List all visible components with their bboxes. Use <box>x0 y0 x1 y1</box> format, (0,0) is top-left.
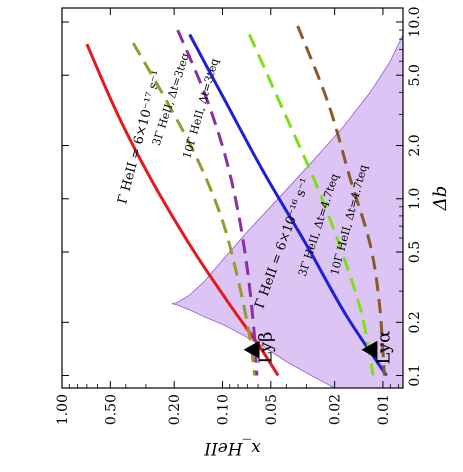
series-blue-solid <box>188 33 388 377</box>
x-axis-label: x_HeII <box>204 438 261 458</box>
x-tick-label: 0.01 <box>376 394 392 425</box>
y-tick-label: 1.0 <box>407 188 423 210</box>
series-olive-dashed <box>131 42 257 376</box>
y-tick-label: 0.2 <box>407 311 423 333</box>
y-tick-label: 2.0 <box>407 134 423 156</box>
x-tick-label: 0.05 <box>264 394 280 425</box>
x-tick-label: 0.20 <box>167 394 183 425</box>
plot-frame <box>61 7 404 389</box>
series-brown-dashed <box>296 25 386 376</box>
x-tick-label: 0.10 <box>216 394 232 425</box>
marker-arrow-1 <box>361 340 378 359</box>
y-tick-label: 5.0 <box>407 64 423 86</box>
y-tick-label: 10.0 <box>407 6 423 37</box>
axes-layer: 1.00 0.50 0.20 0.10 0.05 0.02 0.01 0.1 0.2 0.5 1.0… <box>55 6 451 458</box>
y-tick-label: 0.5 <box>407 241 423 263</box>
y-axis-label: Δb <box>430 186 451 212</box>
series-green-dashed <box>248 33 375 376</box>
x-tick-label: 0.50 <box>103 394 119 425</box>
marker-label-0: Lyβ <box>256 332 277 364</box>
series-purple-dashed <box>176 29 259 376</box>
marker-arrow-0 <box>243 340 260 359</box>
marker-label-1: Lyα <box>373 331 394 365</box>
y-tick-label: 0.1 <box>407 364 423 386</box>
x-tick-label: 0.02 <box>328 394 344 425</box>
x-tick-label: 1.00 <box>55 394 71 425</box>
plot-area: Γ HeII = 6×10⁻¹⁷ s⁻¹3Γ HeII, Δt=3teq10Γ … <box>85 25 403 388</box>
